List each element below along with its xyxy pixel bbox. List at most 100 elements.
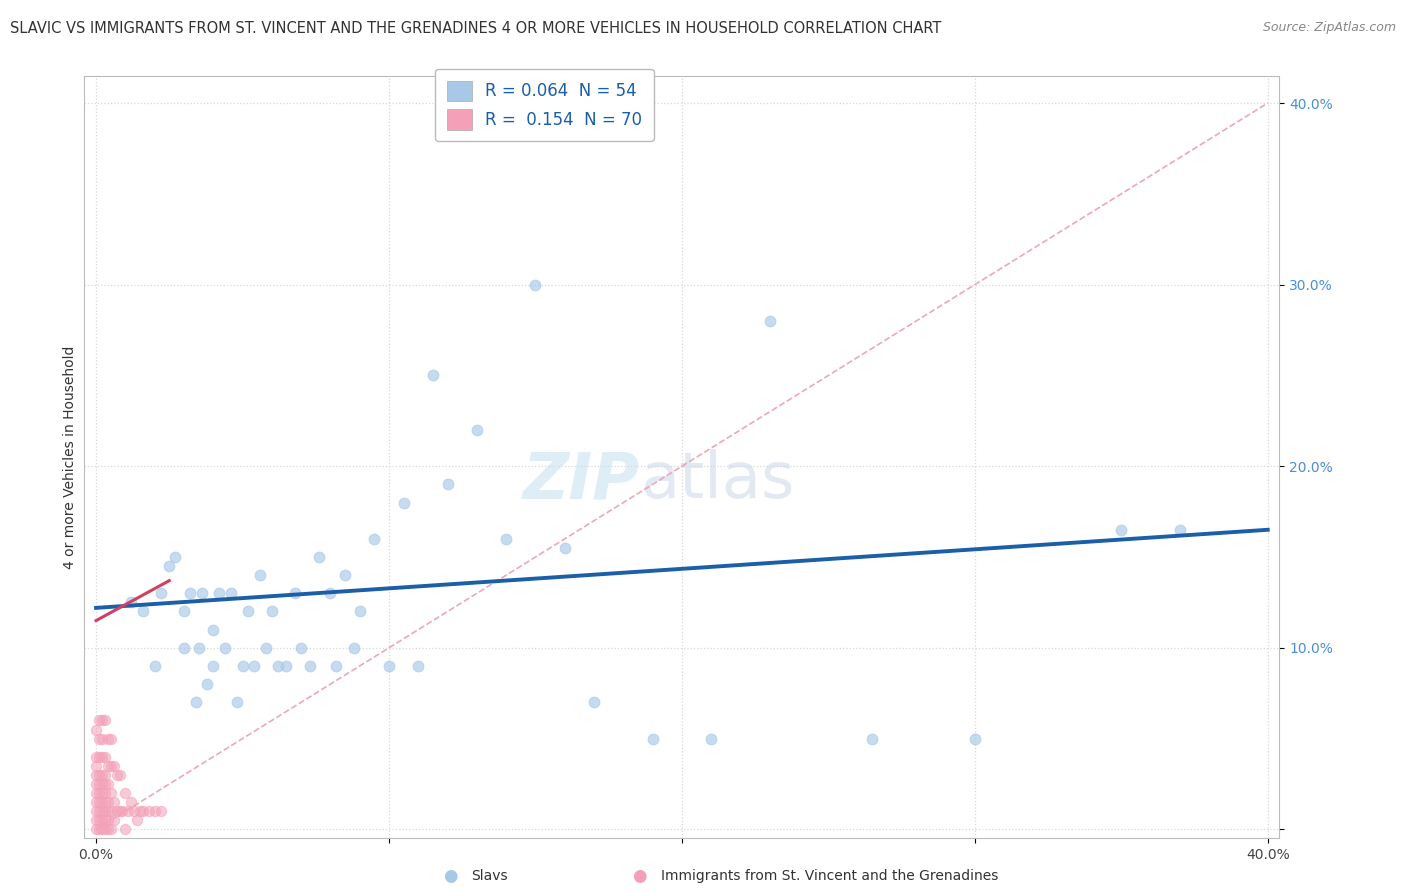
- Y-axis label: 4 or more Vehicles in Household: 4 or more Vehicles in Household: [63, 345, 77, 569]
- Point: [165, 549, 187, 564]
- Point: [290, 640, 312, 655]
- Point: [120, 795, 142, 809]
- Point: [97, 777, 120, 791]
- Point: [87, 749, 110, 764]
- Point: [184, 695, 207, 709]
- Point: [100, 731, 122, 746]
- Point: [363, 532, 385, 546]
- Point: [422, 368, 444, 383]
- Point: [94, 804, 117, 818]
- Point: [94, 714, 117, 728]
- Point: [84, 723, 107, 737]
- Point: [202, 659, 225, 673]
- Point: [94, 822, 117, 837]
- Point: [90, 731, 114, 746]
- Point: [179, 586, 201, 600]
- Point: [100, 804, 122, 818]
- Point: [392, 495, 415, 509]
- Point: [202, 623, 225, 637]
- Point: [860, 731, 883, 746]
- Point: [298, 659, 321, 673]
- Point: [378, 659, 401, 673]
- Point: [138, 804, 160, 818]
- Point: [208, 586, 231, 600]
- Point: [87, 822, 110, 837]
- Point: [1168, 523, 1191, 537]
- Text: ZIP: ZIP: [523, 449, 640, 511]
- Point: [276, 659, 298, 673]
- Point: [87, 804, 110, 818]
- Point: [524, 277, 547, 292]
- Point: [149, 586, 172, 600]
- Point: [700, 731, 723, 746]
- Point: [114, 822, 136, 837]
- Point: [122, 804, 145, 818]
- Point: [284, 586, 307, 600]
- Point: [87, 768, 110, 782]
- Point: [100, 759, 122, 773]
- Point: [97, 795, 120, 809]
- Point: [97, 731, 120, 746]
- Text: ●: ●: [633, 867, 647, 885]
- Text: atlas: atlas: [640, 449, 794, 511]
- Point: [108, 804, 131, 818]
- Point: [103, 795, 125, 809]
- Point: [583, 695, 606, 709]
- Point: [90, 768, 114, 782]
- Point: [97, 804, 120, 818]
- Point: [219, 586, 242, 600]
- Point: [100, 822, 122, 837]
- Point: [260, 605, 283, 619]
- Point: [90, 786, 114, 800]
- Legend: R = 0.064  N = 54, R =  0.154  N = 70: R = 0.064 N = 54, R = 0.154 N = 70: [434, 69, 654, 141]
- Point: [84, 795, 107, 809]
- Point: [238, 605, 260, 619]
- Point: [94, 814, 117, 828]
- Point: [143, 659, 166, 673]
- Point: [149, 804, 172, 818]
- Point: [190, 586, 212, 600]
- Point: [963, 731, 986, 746]
- Point: [84, 749, 107, 764]
- Point: [143, 804, 166, 818]
- Point: [94, 777, 117, 791]
- Point: [157, 559, 180, 574]
- Point: [254, 640, 277, 655]
- Point: [173, 605, 195, 619]
- Text: Source: ZipAtlas.com: Source: ZipAtlas.com: [1263, 21, 1396, 34]
- Point: [87, 777, 110, 791]
- Point: [111, 804, 134, 818]
- Point: [319, 586, 342, 600]
- Point: [641, 731, 664, 746]
- Point: [90, 714, 114, 728]
- Point: [94, 768, 117, 782]
- Point: [1111, 523, 1133, 537]
- Point: [308, 549, 330, 564]
- Point: [554, 541, 576, 555]
- Point: [333, 568, 356, 582]
- Point: [127, 814, 149, 828]
- Point: [465, 423, 488, 437]
- Point: [114, 786, 136, 800]
- Point: [90, 822, 114, 837]
- Point: [84, 759, 107, 773]
- Point: [225, 695, 247, 709]
- Point: [84, 822, 107, 837]
- Point: [759, 314, 782, 328]
- Point: [408, 659, 430, 673]
- Point: [90, 777, 114, 791]
- Point: [100, 786, 122, 800]
- Point: [103, 814, 125, 828]
- Point: [197, 677, 219, 691]
- Point: [187, 640, 209, 655]
- Point: [349, 605, 371, 619]
- Point: [90, 749, 114, 764]
- Point: [90, 804, 114, 818]
- Point: [129, 804, 152, 818]
- Point: [105, 768, 128, 782]
- Text: Slavs: Slavs: [471, 869, 508, 883]
- Point: [84, 768, 107, 782]
- Point: [325, 659, 347, 673]
- Point: [231, 659, 254, 673]
- Point: [87, 786, 110, 800]
